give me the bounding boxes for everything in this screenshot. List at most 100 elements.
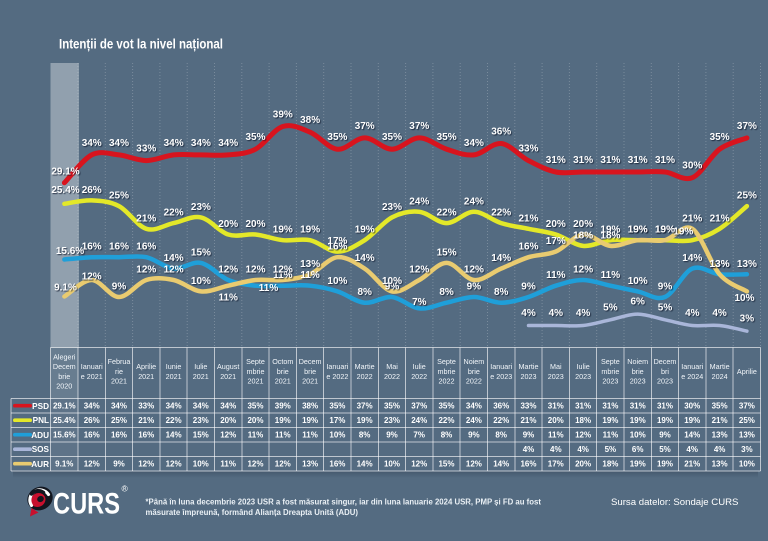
svg-text:31%: 31% — [602, 402, 618, 411]
svg-text:37%: 37% — [737, 121, 757, 132]
svg-text:20%: 20% — [220, 416, 236, 425]
svg-text:22%: 22% — [491, 208, 511, 219]
svg-text:23%: 23% — [384, 416, 400, 425]
svg-text:Ianuarie 2023: Ianuari e 2023 — [490, 362, 512, 381]
svg-text:18%: 18% — [573, 230, 593, 241]
svg-text:20%: 20% — [548, 416, 564, 425]
svg-text:21%: 21% — [682, 213, 702, 224]
svg-text:9%: 9% — [113, 460, 125, 469]
svg-text:20%: 20% — [546, 219, 566, 230]
svg-text:21%: 21% — [518, 213, 538, 224]
svg-text:4%: 4% — [714, 445, 726, 454]
svg-text:10%: 10% — [329, 431, 345, 440]
svg-text:19%: 19% — [300, 225, 320, 236]
svg-text:16%: 16% — [329, 460, 345, 469]
svg-text:17%: 17% — [548, 460, 564, 469]
svg-text:19%: 19% — [684, 416, 700, 425]
svg-text:31%: 31% — [657, 402, 673, 411]
svg-text:4%: 4% — [523, 445, 535, 454]
svg-text:Ianuarie 2024: Ianuari e 2024 — [681, 362, 703, 381]
svg-text:16%: 16% — [111, 431, 127, 440]
svg-text:37%: 37% — [409, 121, 429, 132]
svg-text:măsurate împreună, formând Ali: măsurate împreună, formând Alianța Dreap… — [146, 508, 359, 517]
svg-text:34%: 34% — [464, 138, 484, 149]
svg-text:14%: 14% — [493, 460, 509, 469]
svg-text:24%: 24% — [464, 196, 484, 207]
svg-text:34%: 34% — [166, 402, 182, 411]
svg-text:15%: 15% — [193, 431, 209, 440]
svg-text:22%: 22% — [166, 416, 182, 425]
svg-text:34%: 34% — [218, 138, 238, 149]
svg-text:25%: 25% — [739, 416, 755, 425]
svg-text:3%: 3% — [741, 445, 753, 454]
svg-text:12%: 12% — [218, 265, 238, 276]
svg-text:13%: 13% — [710, 259, 730, 270]
svg-text:9%: 9% — [112, 282, 127, 293]
svg-text:22%: 22% — [438, 416, 454, 425]
svg-text:33%: 33% — [518, 144, 538, 155]
svg-text:11%: 11% — [300, 270, 320, 281]
svg-text:11%: 11% — [218, 293, 238, 304]
svg-text:35%: 35% — [710, 132, 730, 143]
svg-text:33%: 33% — [136, 144, 156, 155]
svg-text:12%: 12% — [409, 265, 429, 276]
svg-text:11%: 11% — [275, 431, 291, 440]
svg-text:34%: 34% — [466, 402, 482, 411]
svg-text:35%: 35% — [382, 132, 402, 143]
svg-text:13%: 13% — [712, 431, 728, 440]
svg-text:34%: 34% — [84, 402, 100, 411]
svg-text:7%: 7% — [413, 431, 425, 440]
svg-text:20%: 20% — [218, 219, 238, 230]
svg-text:39%: 39% — [275, 402, 291, 411]
svg-text:21%: 21% — [712, 416, 728, 425]
svg-text:Intenții de vot la nivel națio: Intenții de vot la nivel național — [59, 37, 223, 52]
svg-text:31%: 31% — [630, 402, 646, 411]
svg-text:10%: 10% — [327, 276, 347, 287]
svg-text:35%: 35% — [712, 402, 728, 411]
svg-text:33%: 33% — [520, 402, 536, 411]
svg-text:14%: 14% — [684, 431, 700, 440]
svg-text:20%: 20% — [247, 416, 263, 425]
svg-text:13%: 13% — [710, 259, 730, 270]
svg-text:16%: 16% — [82, 242, 102, 253]
svg-text:11%: 11% — [273, 270, 293, 281]
svg-text:13%: 13% — [737, 259, 757, 270]
svg-text:26%: 26% — [84, 416, 100, 425]
svg-text:6%: 6% — [630, 297, 645, 308]
svg-text:10%: 10% — [734, 293, 754, 304]
svg-text:14%: 14% — [491, 253, 511, 264]
svg-text:19%: 19% — [302, 416, 318, 425]
svg-text:19%: 19% — [655, 225, 675, 236]
svg-text:AUR: AUR — [31, 460, 49, 469]
svg-text:10%: 10% — [384, 460, 400, 469]
svg-text:16%: 16% — [520, 460, 536, 469]
svg-text:16%: 16% — [109, 242, 129, 253]
svg-text:15.6%: 15.6% — [56, 246, 84, 257]
svg-text:10%: 10% — [628, 276, 648, 287]
svg-text:9%: 9% — [658, 282, 673, 293]
svg-text:37%: 37% — [355, 121, 375, 132]
svg-text:19%: 19% — [630, 460, 646, 469]
svg-text:18%: 18% — [602, 460, 618, 469]
svg-text:8%: 8% — [441, 431, 453, 440]
svg-text:31%: 31% — [548, 402, 564, 411]
svg-text:25%: 25% — [737, 191, 757, 202]
svg-text:21%: 21% — [136, 213, 156, 224]
svg-text:23%: 23% — [382, 202, 402, 213]
svg-text:12%: 12% — [575, 431, 591, 440]
svg-text:34%: 34% — [82, 138, 102, 149]
svg-text:9.1%: 9.1% — [54, 283, 77, 294]
svg-text:6%: 6% — [632, 445, 644, 454]
svg-text:11%: 11% — [248, 431, 264, 440]
svg-text:15.6%: 15.6% — [53, 431, 76, 440]
svg-text:34%: 34% — [111, 402, 127, 411]
svg-text:39%: 39% — [273, 110, 293, 121]
svg-text:21%: 21% — [138, 416, 154, 425]
svg-text:18%: 18% — [600, 230, 620, 241]
